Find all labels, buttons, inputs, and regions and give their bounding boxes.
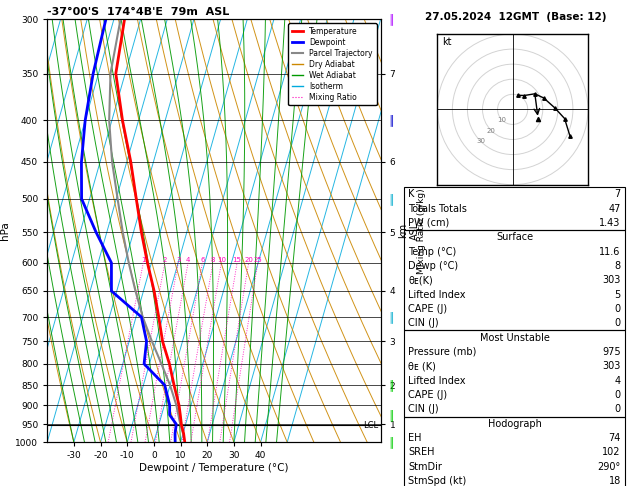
Text: CIN (J): CIN (J) <box>408 318 439 329</box>
Text: Pressure (mb): Pressure (mb) <box>408 347 477 357</box>
Text: 20: 20 <box>487 128 496 134</box>
Text: PW (cm): PW (cm) <box>408 218 450 228</box>
Text: Lifted Index: Lifted Index <box>408 376 465 386</box>
Text: kt: kt <box>442 36 452 47</box>
Text: ║: ║ <box>388 115 394 126</box>
Text: 47: 47 <box>608 204 621 214</box>
Text: 975: 975 <box>602 347 621 357</box>
Text: 4: 4 <box>186 257 190 263</box>
Text: ║: ║ <box>388 193 394 205</box>
Text: 30: 30 <box>476 139 485 144</box>
Text: EH: EH <box>408 433 421 443</box>
Text: 0: 0 <box>615 390 621 400</box>
Text: 10: 10 <box>217 257 226 263</box>
Text: ║: ║ <box>388 379 394 391</box>
Text: 1.43: 1.43 <box>599 218 621 228</box>
Text: 0: 0 <box>615 404 621 415</box>
Text: 0: 0 <box>615 304 621 314</box>
Text: 1: 1 <box>141 257 145 263</box>
Text: 8: 8 <box>211 257 215 263</box>
Text: 18: 18 <box>609 476 621 486</box>
Text: Surface: Surface <box>496 232 533 243</box>
Text: Hodograph: Hodograph <box>487 418 542 429</box>
Text: 8: 8 <box>615 261 621 271</box>
Text: ║: ║ <box>388 311 394 323</box>
Text: ║: ║ <box>388 409 394 421</box>
Text: LCL: LCL <box>363 421 378 430</box>
Text: 15: 15 <box>233 257 242 263</box>
Text: 10: 10 <box>498 117 506 123</box>
Text: Lifted Index: Lifted Index <box>408 290 465 300</box>
Text: StmSpd (kt): StmSpd (kt) <box>408 476 467 486</box>
Text: θᴇ (K): θᴇ (K) <box>408 361 436 371</box>
Text: θᴇ(K): θᴇ(K) <box>408 275 433 285</box>
Text: 25: 25 <box>253 257 262 263</box>
Text: 20: 20 <box>244 257 253 263</box>
Text: 3: 3 <box>176 257 181 263</box>
Text: Dewp (°C): Dewp (°C) <box>408 261 459 271</box>
Text: -37°00'S  174°4B'E  79m  ASL: -37°00'S 174°4B'E 79m ASL <box>47 7 230 17</box>
Text: Most Unstable: Most Unstable <box>479 332 550 343</box>
Text: 303: 303 <box>603 361 621 371</box>
Text: StmDir: StmDir <box>408 462 442 472</box>
Text: 6: 6 <box>200 257 204 263</box>
Text: Temp (°C): Temp (°C) <box>408 246 457 257</box>
Text: 102: 102 <box>603 447 621 457</box>
Text: ║: ║ <box>388 14 394 25</box>
X-axis label: Dewpoint / Temperature (°C): Dewpoint / Temperature (°C) <box>139 463 289 473</box>
Text: CIN (J): CIN (J) <box>408 404 439 415</box>
Text: 290°: 290° <box>598 462 621 472</box>
Text: K: K <box>408 189 415 199</box>
Text: 11.6: 11.6 <box>599 246 621 257</box>
Text: 5: 5 <box>615 290 621 300</box>
Text: 4: 4 <box>615 376 621 386</box>
Text: ║: ║ <box>388 436 394 448</box>
Text: 7: 7 <box>615 189 621 199</box>
Text: CAPE (J): CAPE (J) <box>408 390 447 400</box>
Text: 0: 0 <box>615 318 621 329</box>
Legend: Temperature, Dewpoint, Parcel Trajectory, Dry Adiabat, Wet Adiabat, Isotherm, Mi: Temperature, Dewpoint, Parcel Trajectory… <box>288 23 377 105</box>
Text: 303: 303 <box>603 275 621 285</box>
Text: CAPE (J): CAPE (J) <box>408 304 447 314</box>
Y-axis label: hPa: hPa <box>0 222 9 240</box>
Text: Mixing Ratio (g/kg): Mixing Ratio (g/kg) <box>417 188 426 274</box>
Text: 27.05.2024  12GMT  (Base: 12): 27.05.2024 12GMT (Base: 12) <box>425 12 606 22</box>
Y-axis label: km
ASL: km ASL <box>398 222 420 240</box>
Text: Totals Totals: Totals Totals <box>408 204 467 214</box>
Text: 74: 74 <box>608 433 621 443</box>
Text: SREH: SREH <box>408 447 435 457</box>
Text: 2: 2 <box>163 257 167 263</box>
